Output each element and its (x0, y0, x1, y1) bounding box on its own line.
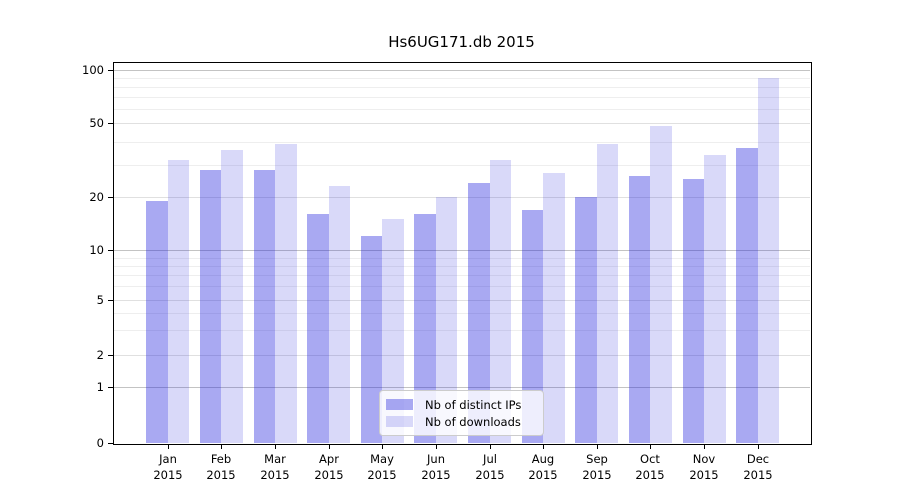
legend-row-distinct-ips: Nb of distinct IPs (386, 398, 534, 412)
x-tick-label-mar: Mar 2015 (260, 452, 290, 482)
y-tick-5 (108, 300, 113, 301)
x-tick-label-sep: Sep 2015 (582, 452, 612, 482)
gridline-y-90 (114, 78, 810, 79)
bar-sep-downloads (596, 143, 619, 443)
x-tick-oct (650, 444, 651, 449)
gridline-y-4 (114, 313, 810, 314)
y-tick-2 (108, 355, 113, 356)
x-tick-label-aug: Aug 2015 (528, 452, 558, 482)
gridline-y-7 (114, 275, 810, 276)
y-tick-20 (108, 197, 113, 198)
y-tick-label-100: 100 (82, 63, 104, 77)
gridline-y-5 (114, 300, 810, 301)
y-tick-label-20: 20 (89, 190, 104, 204)
bar-aug-distinct-ips (521, 209, 544, 443)
y-tick-10 (108, 250, 113, 251)
gridline-y-6 (114, 286, 810, 287)
bar-jan-downloads (167, 159, 190, 443)
y-tick-label-0: 0 (96, 436, 104, 450)
x-tick-mar (275, 444, 276, 449)
bar-oct-distinct-ips (628, 176, 651, 443)
bar-feb-distinct-ips (199, 170, 222, 443)
bar-nov-distinct-ips (682, 179, 705, 443)
x-tick-may (382, 444, 383, 449)
bar-aug-downloads (543, 173, 565, 443)
x-tick-label-dec: Dec 2015 (743, 452, 773, 482)
legend-label-distinct-ips: Nb of distinct IPs (425, 397, 522, 412)
gridline-y-50 (114, 123, 810, 124)
bar-may-downloads (382, 219, 404, 443)
x-tick-label-oct: Oct 2015 (635, 452, 665, 482)
bar-sep-distinct-ips (575, 197, 597, 443)
y-tick-label-5: 5 (96, 293, 104, 307)
gridline-y-80 (114, 87, 810, 88)
gridline-y-1 (114, 387, 810, 388)
y-tick-label-50: 50 (89, 116, 104, 130)
bar-mar-distinct-ips (253, 170, 276, 443)
x-tick-label-jan: Jan 2015 (153, 452, 183, 482)
x-tick-jul (490, 444, 491, 449)
x-tick-nov (704, 444, 705, 449)
legend-swatch-downloads (386, 416, 413, 427)
x-tick-feb (221, 444, 222, 449)
bar-may-distinct-ips (360, 236, 383, 443)
y-tick-label-1: 1 (96, 380, 104, 394)
bar-jan-distinct-ips (146, 201, 168, 443)
gridline-y-40 (114, 142, 810, 143)
y-tick-label-10: 10 (89, 243, 104, 257)
bar-mar-downloads (275, 143, 297, 443)
x-tick-label-jul: Jul 2015 (475, 452, 505, 482)
x-tick-jun (436, 444, 437, 449)
bar-apr-distinct-ips (307, 214, 329, 443)
x-tick-label-may: May 2015 (367, 452, 397, 482)
gridline-y-9 (114, 258, 810, 259)
gridline-y-70 (114, 97, 810, 98)
legend: Nb of distinct IPs Nb of downloads (379, 390, 544, 436)
bar-dec-downloads (757, 78, 780, 443)
gridline-y-8 (114, 266, 810, 267)
x-tick-label-feb: Feb 2015 (206, 452, 236, 482)
gridline-y-60 (114, 109, 810, 110)
gridline-y-10 (114, 250, 810, 251)
y-tick-0 (108, 443, 113, 444)
bar-jul-distinct-ips (468, 182, 490, 443)
y-tick-100 (108, 70, 113, 71)
bar-oct-downloads (650, 126, 672, 443)
legend-row-downloads: Nb of downloads (386, 415, 534, 429)
gridline-y-100 (114, 70, 810, 71)
gridline-y-20 (114, 197, 810, 198)
bar-jun-distinct-ips (414, 214, 436, 443)
x-tick-label-jun: Jun 2015 (421, 452, 451, 482)
legend-swatch-distinct-ips (386, 399, 413, 410)
bar-apr-downloads (328, 186, 351, 443)
x-tick-apr (329, 444, 330, 449)
x-tick-dec (758, 444, 759, 449)
legend-label-downloads: Nb of downloads (425, 414, 521, 429)
x-tick-label-nov: Nov 2015 (689, 452, 719, 482)
y-tick-50 (108, 123, 113, 124)
bar-feb-downloads (221, 150, 243, 443)
bar-nov-downloads (704, 154, 726, 443)
y-tick-label-2: 2 (96, 348, 104, 362)
bar-dec-distinct-ips (736, 148, 758, 443)
x-tick-jan (168, 444, 169, 449)
gridline-y-2 (114, 355, 810, 356)
x-tick-sep (597, 444, 598, 449)
bar-jun-downloads (435, 197, 458, 443)
chart-title: Hs6UG171.db 2015 (388, 33, 535, 51)
x-tick-label-apr: Apr 2015 (314, 452, 344, 482)
gridline-y-30 (114, 165, 810, 166)
y-tick-1 (108, 387, 113, 388)
gridline-y-3 (114, 330, 810, 331)
bar-jul-downloads (489, 159, 512, 443)
x-tick-aug (543, 444, 544, 449)
